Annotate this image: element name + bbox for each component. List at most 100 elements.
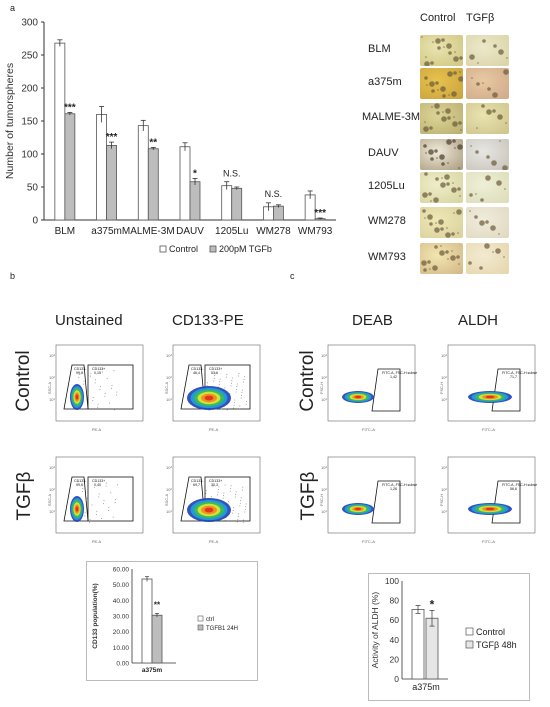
event-dot [232,512,234,514]
y-tick-label: 50 [27,183,39,194]
event-dot [113,409,115,411]
event-dot [98,493,100,495]
event-dot [240,497,242,499]
gate-label: CD133+ [92,479,105,483]
event-dot [233,402,235,404]
thumb-row-label: WM793 [368,251,406,263]
event-dot [87,390,89,392]
x-tick-label: a375m [412,682,440,692]
event-dot [230,382,232,384]
x-axis-label: PE-A [209,539,219,544]
tumorsphere-bar-chart: 0 50 100 150 200 250 300 Number of tumorspheres… [4,18,336,254]
y-tick-label: 0.00 [116,661,129,668]
event-dot [85,407,87,409]
event-dot [213,377,215,379]
x-tick-label: DAUV [176,226,204,237]
legend-swatch [197,615,204,622]
gate-label: FITC-A, FSC-H subset [382,483,417,487]
event-dot [243,519,245,521]
y-tick-label: 150 [21,117,38,128]
event-dot [104,392,106,394]
significance-label: N.S. [265,189,283,199]
gate-aldh [371,480,401,524]
plot-area [447,456,536,534]
tumorsphere-image-control [420,68,463,99]
gate-value: 0,15 [94,371,101,375]
event-dot [235,491,237,493]
event-dot [84,515,86,517]
plot-area [327,456,416,534]
y-tick-label: 20.00 [113,629,130,636]
gate-value: 71,7 [510,375,517,379]
gate-label: CD133+ [209,479,222,483]
event-dot [110,492,112,494]
significance-label: * [193,168,197,179]
event-dot [212,485,214,487]
x-axis-label: FITC-A [482,427,495,432]
event-dot [95,379,97,381]
event-dot [105,485,107,487]
legend-swatch-control [159,245,167,253]
bar-200pm-tgfb [64,113,76,221]
event-dot [106,378,108,380]
flow-title-deab: DEAB [352,312,393,329]
event-dot [223,492,225,494]
y-tick-label: 100 [21,150,38,161]
event-dot [234,399,236,401]
event-dot [210,496,212,498]
cd133-chart-frame [86,561,258,681]
gate-value: 53,6 [211,371,218,375]
event-dot [107,509,109,511]
event-dot [242,486,244,488]
thumb-col-label-control: Control [420,12,456,24]
event-dot [89,522,91,524]
x-tick-label: a375m [91,226,122,237]
event-dot [97,403,99,405]
event-dot [245,403,247,405]
gate-aldh [491,368,521,412]
significance-label: N.S. [223,168,241,178]
y-tick-label: 40 [390,635,400,645]
y-tick: 10² [441,487,447,492]
event-dot [113,370,115,372]
event-dot [90,372,92,374]
event-dot [228,501,230,503]
legend-swatch-tgfb [209,245,217,253]
thumb-row-label: a375m [368,76,402,88]
thumb-col-label-tgfb: TGFβ [466,12,495,24]
legend-swatch [197,624,204,631]
gate-value: 99,8 [76,371,83,375]
y-tick-label: 80 [390,596,400,606]
event-dot [236,383,238,385]
event-dot [97,406,99,408]
significance-label: * [430,597,435,611]
event-dot [226,409,228,411]
plot-area [447,344,536,422]
gate-label: CD133- [74,367,87,371]
gate-positive [87,476,134,522]
event-dot [115,498,117,500]
event-dot [244,508,246,510]
x-axis-label: FITC-A [362,427,375,432]
y-axis-label: SSC-A [48,382,52,395]
event-dot [220,408,222,410]
event-dot [222,495,224,497]
significance-label: *** [64,102,76,113]
legend-swatch [465,627,474,636]
event-dot [84,512,86,514]
density-cloud [204,395,214,401]
row-title-control-b: Control [13,350,34,412]
gate-label: FITC-A, FSC-H subset [502,483,537,487]
event-dot [105,482,107,484]
y-tick: 10³ [166,465,172,470]
y-tick: 10² [166,375,172,380]
event-dot [229,490,231,492]
bar-200pm-tgfb [147,148,159,221]
panel-c-letter: c [290,271,295,281]
event-dot [230,487,232,489]
event-dot [224,387,226,389]
event-dot [114,501,116,503]
event-dot [231,380,233,382]
gate-value: 69,7 [193,483,200,487]
y-tick: 10³ [166,353,172,358]
